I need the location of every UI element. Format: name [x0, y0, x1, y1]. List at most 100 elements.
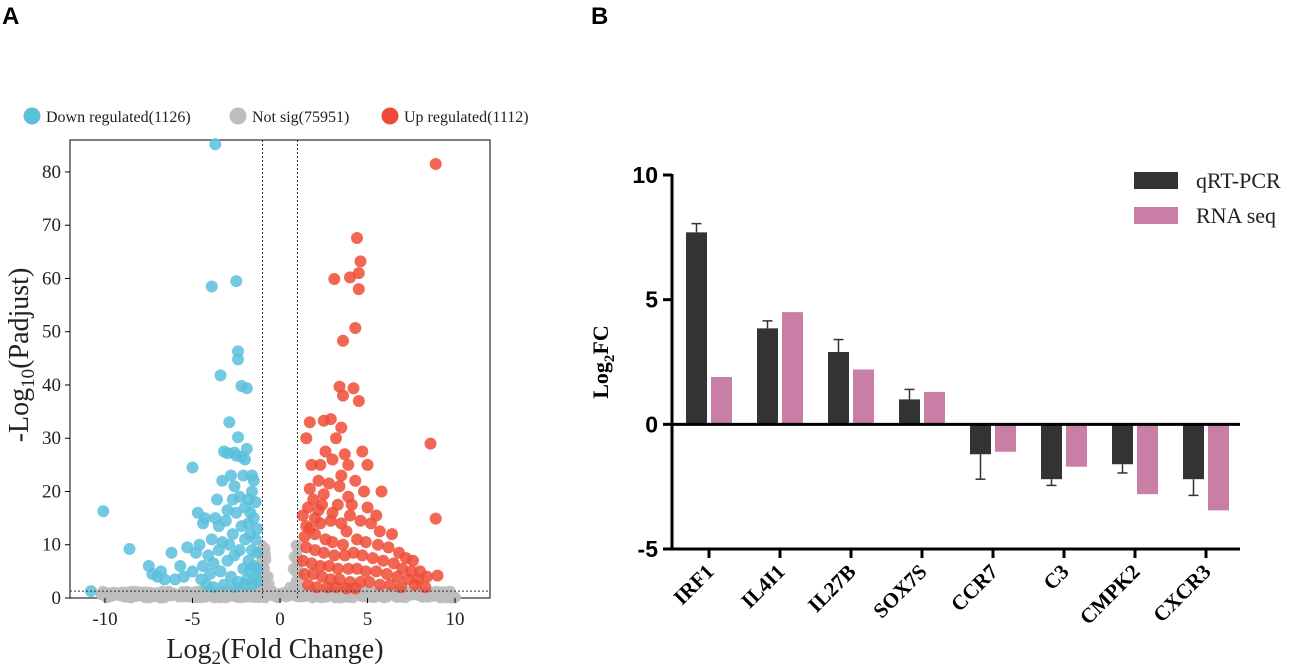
legend-label-up: Up regulated(1112) [404, 109, 529, 126]
up-point [319, 445, 332, 458]
up-point [373, 525, 386, 538]
legend-marker-notsig [229, 107, 247, 125]
bar-series [686, 222, 1229, 511]
rnaseq-bar-il27b [853, 369, 874, 425]
up-point [309, 512, 321, 525]
down-point [233, 544, 246, 557]
not-sig-point [97, 588, 109, 600]
y-label-rest: (Padjust) [4, 268, 35, 369]
up-point [349, 322, 362, 334]
down-point [186, 565, 199, 578]
up-point [312, 474, 325, 487]
up-point [352, 283, 365, 296]
down-point [228, 581, 241, 594]
x-tick-label: 10 [446, 609, 465, 630]
up-point [300, 432, 313, 445]
down-point [186, 461, 199, 474]
volcano-y-axis: 0 10 20 30 40 50 60 70 80 [42, 162, 70, 609]
bar-legend-swatch-qrt [1134, 172, 1178, 189]
not-sig-point [180, 586, 191, 598]
up-point [328, 273, 341, 285]
down-point [240, 382, 253, 395]
volcano-points [85, 138, 444, 598]
not-sig-point [317, 591, 329, 603]
rnaseq-bar-c3 [1066, 424, 1087, 467]
down-point [223, 416, 236, 429]
down-point [239, 533, 251, 546]
bar-legend-label-rnaseq: RNA seq [1196, 203, 1276, 228]
bar-legend-swatch-rnaseq [1134, 207, 1178, 224]
down-point [205, 533, 218, 546]
bar-category-label-il4i1: IL4I1 [736, 560, 789, 613]
up-point [407, 554, 419, 567]
up-point [344, 271, 356, 284]
up-point [356, 549, 369, 562]
up-point [340, 525, 353, 538]
up-point [380, 568, 393, 580]
down-point [221, 504, 234, 517]
down-point [247, 474, 260, 487]
up-point [387, 557, 400, 570]
bar-legend: qRT-PCR RNA seq [1134, 168, 1281, 228]
y-tick-label: 80 [42, 162, 61, 183]
up-point [317, 488, 330, 501]
x-tick-label: -10 [92, 609, 117, 630]
down-point [240, 442, 253, 455]
not-sig-point [188, 586, 200, 598]
up-point [303, 416, 316, 429]
y-label-main: -Log [4, 388, 35, 442]
up-point [386, 528, 398, 541]
up-point [342, 562, 355, 575]
up-point [352, 395, 365, 407]
down-point [228, 480, 241, 493]
down-point [216, 474, 229, 487]
up-point [344, 509, 356, 522]
up-point [356, 445, 369, 458]
up-point [384, 578, 397, 591]
up-point [361, 501, 374, 514]
x-label-sub: 2 [212, 648, 222, 666]
up-point [300, 520, 313, 533]
up-point [361, 458, 374, 471]
up-point [335, 469, 348, 482]
threshold-lines [70, 140, 490, 598]
down-point [181, 541, 194, 554]
x-tick-label: 5 [363, 609, 373, 630]
down-point [212, 544, 225, 557]
up-point [321, 581, 334, 594]
down-point [230, 275, 243, 288]
down-point [244, 506, 257, 519]
qrt-bar-cmpk2 [1112, 424, 1133, 465]
up-point [349, 582, 362, 595]
qrt-bar-c3 [1041, 424, 1062, 480]
bar-category-label-c3: C3 [1038, 560, 1073, 595]
down-point [200, 578, 213, 591]
not-sig-point [163, 585, 175, 597]
not-sig-point [258, 592, 269, 603]
up-point [333, 380, 346, 393]
down-point [214, 565, 227, 578]
volcano-legend: Down regulated(1126) Not sig(75951) Up reg… [23, 107, 529, 126]
up-point [347, 382, 360, 395]
up-point [354, 514, 367, 527]
bar-category-label-il27b: IL27B [803, 560, 860, 617]
up-point [349, 474, 362, 487]
up-point [314, 560, 327, 572]
qrt-bar-sox7s [899, 399, 920, 425]
down-point [246, 485, 258, 498]
y-tick-label: 30 [42, 428, 61, 449]
down-point [225, 469, 237, 482]
up-point [391, 570, 404, 583]
not-sig-point [358, 589, 370, 601]
up-point [333, 480, 346, 493]
up-point [359, 565, 372, 578]
bar-category-label-cxcr3: CXCR3 [1148, 560, 1215, 627]
x-label-rest: (Fold Change) [221, 634, 384, 665]
qrt-bar-ccr7 [970, 424, 991, 455]
bar-category-label-sox7s: SOX7S [868, 560, 931, 623]
down-point [142, 560, 155, 572]
down-point [239, 453, 251, 466]
up-point [382, 541, 395, 554]
up-point [335, 421, 348, 434]
not-sig-point [331, 592, 343, 603]
